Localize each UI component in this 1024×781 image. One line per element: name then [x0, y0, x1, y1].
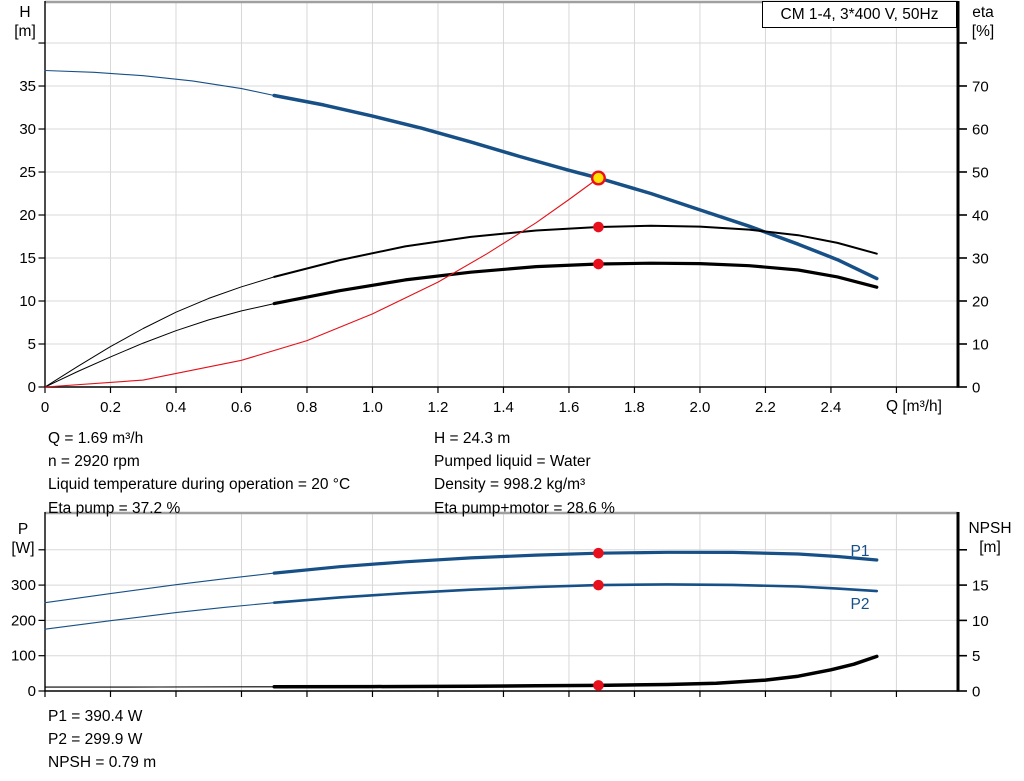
p1-curve-extension [44, 572, 275, 604]
head-efficiency-chart-tick-label-left: 35 [19, 78, 36, 95]
eta-pump-curve [273, 224, 878, 278]
head-efficiency-chart-tick-label-left: 10 [19, 293, 36, 310]
p2-curve [272, 583, 879, 605]
npsh-operating-point [593, 680, 604, 691]
info-line-speed: n = 2920 rpm [48, 453, 140, 471]
bottom-chart-left-axis-title: P [W] [6, 520, 40, 558]
info-line-liquid-temperature: Liquid temperature during operation = 20… [48, 476, 351, 494]
duty-point-marker [590, 170, 606, 186]
p2-operating-point [593, 579, 604, 591]
head-efficiency-chart-tick-label-x: 0.8 [297, 399, 318, 416]
head-curve-extension [44, 69, 275, 97]
axis-title-eta-unit: [%] [971, 23, 995, 40]
eta-pump-curve-extension [44, 276, 275, 388]
axis-title-NPSH: NPSH [968, 520, 1012, 537]
info-line-head: H = 24.3 m [434, 430, 511, 447]
bottom-chart-right-axis-title: NPSH [m] [960, 519, 1020, 557]
head-efficiency-chart-tick-label-right: 20 [972, 293, 989, 310]
axis-title-P: P [17, 521, 29, 538]
power-npsh-chart-tick-label-right: 10 [972, 613, 989, 630]
head-efficiency-chart-tick-label-right: 40 [972, 207, 989, 224]
head-efficiency-chart-tick-label-left: 15 [19, 250, 36, 267]
info-line-density: Density = 998.2 kg/m³ [434, 476, 586, 494]
head-efficiency-chart-tick-label-right: 60 [972, 121, 989, 138]
power-npsh-chart-tick-label-left: 300 [11, 577, 36, 594]
p1-curve [272, 550, 879, 575]
head-efficiency-chart-tick-label-x: 2.2 [755, 399, 776, 416]
power-npsh-chart-tick-label-right: 5 [972, 648, 980, 665]
head-efficiency-chart-tick-label-x: 1.2 [428, 399, 449, 416]
npsh-curve [272, 654, 879, 689]
head-efficiency-chart-tick-label-x: 0.4 [166, 399, 187, 416]
head-efficiency-chart-tick-label-x: 0.2 [100, 399, 121, 416]
power-npsh-chart-tick-label-left: 100 [11, 648, 36, 665]
eta-pump-motor-operating-point [593, 258, 604, 270]
pump-model-title-box: CM 1-4, 3*400 V, 50Hz [762, 1, 957, 28]
eta-pump-operating-point [593, 221, 604, 233]
p2-curve-extension [44, 602, 275, 630]
head-efficiency-chart-tick-label-x: 1.8 [624, 399, 645, 416]
info-line-eta-pump: Eta pump = 37.2 % [48, 499, 181, 517]
head-efficiency-chart-tick-label-x: 2.0 [690, 399, 711, 416]
head-efficiency-chart-tick-label-right: 70 [972, 78, 989, 95]
axis-title-H: H [19, 4, 31, 21]
top-chart-right-axis-title: eta [%] [962, 3, 1004, 41]
head-efficiency-chart-tick-label-left: 25 [19, 164, 36, 181]
head-efficiency-chart-tick-label-right: 0 [972, 380, 980, 397]
axis-title-eta: eta [972, 4, 994, 21]
head-efficiency-chart-tick-label-left: 5 [28, 336, 36, 353]
curve-label-P2: P2 [851, 596, 870, 613]
head-efficiency-chart-tick-label-left: 0 [28, 379, 36, 396]
power-npsh-chart-tick-label-left: 200 [11, 612, 36, 629]
head-efficiency-chart-tick-label-x: 0.6 [231, 399, 252, 416]
power-npsh-chart-tick-label-left: 0 [28, 683, 36, 700]
head-efficiency-chart-tick-label-left: 20 [19, 207, 36, 224]
head-efficiency-chart-tick-label-x: 0 [41, 399, 49, 416]
power-npsh-chart-tick-label-right: 15 [972, 578, 989, 595]
info-line-p2: P2 = 299.9 W [48, 731, 143, 749]
operating-data-right-column: H = 24.3 m Pumped liquid = Water Density… [434, 427, 615, 520]
axis-title-H-unit: [m] [14, 23, 36, 40]
info-line-flow: Q = 1.69 m³/h [48, 430, 144, 447]
info-line-p1: P1 = 390.4 W [48, 708, 143, 725]
head-efficiency-chart-tick-label-x: 2.4 [821, 399, 842, 416]
head-efficiency-chart-tick-label-right: 10 [972, 336, 989, 353]
info-line-npsh: NPSH = 0.79 m [48, 754, 157, 772]
head-efficiency-chart-tick-label-x: 1.0 [362, 399, 383, 416]
power-npsh-chart-tick-label-right: 0 [972, 684, 980, 701]
head-curve [272, 93, 879, 281]
top-chart-left-axis-title: H [m] [8, 3, 42, 41]
head-efficiency-chart-tick-label-x: 1.4 [493, 399, 514, 416]
head-efficiency-chart-tick-label-right: 30 [972, 250, 989, 267]
info-line-eta-pump-motor: Eta pump+motor = 28.6 % [434, 499, 615, 517]
head-efficiency-chart-tick-label-x: 1.6 [559, 399, 580, 416]
axis-title-P-unit: [W] [11, 540, 35, 557]
info-line-pumped-liquid: Pumped liquid = Water [434, 453, 591, 471]
eta-pump-motor-curve-extension [44, 303, 275, 388]
eta-pump-motor-curve [272, 261, 879, 306]
axis-title-NPSH-unit: [m] [979, 539, 1001, 556]
power-npsh-data-column: P1 = 390.4 W P2 = 299.9 W NPSH = 0.79 m [48, 705, 156, 775]
p1-operating-point [593, 547, 604, 559]
x-axis-title: Q [m³/h] [886, 398, 942, 415]
system-curve [44, 177, 599, 388]
head-efficiency-chart-tick-label-left: 30 [19, 121, 36, 138]
head-efficiency-chart-tick-label-right: 50 [972, 164, 989, 181]
curve-label-P1: P1 [851, 543, 870, 560]
operating-data-left-column: Q = 1.69 m³/h n = 2920 rpm Liquid temper… [48, 427, 350, 520]
